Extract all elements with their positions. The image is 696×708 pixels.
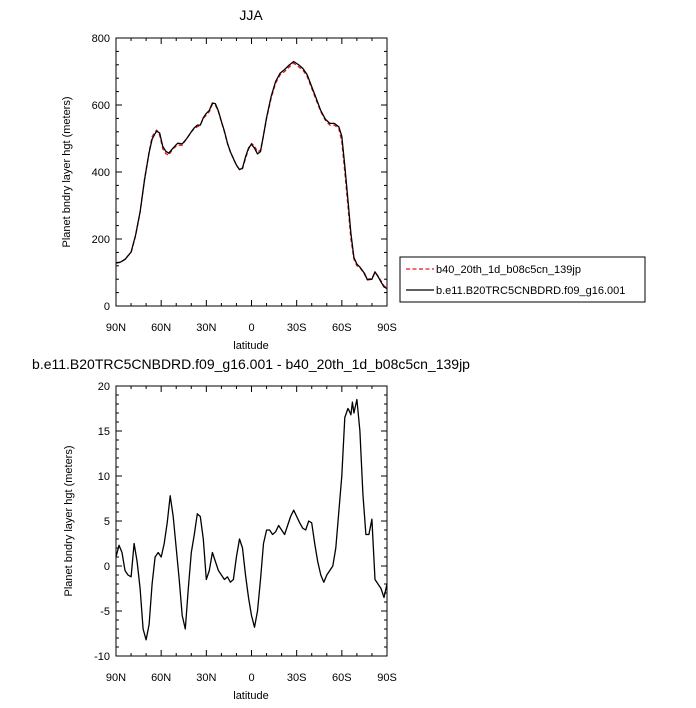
bottom-y-tick-label: 5 — [104, 516, 110, 528]
bottom-x-tick-label: 30S — [287, 672, 307, 684]
bottom-y-axis-label: Planet bndry layer hgt (meters) — [63, 445, 75, 596]
top-x-tick-label: 30S — [287, 322, 307, 334]
top-plot-frame — [115, 37, 388, 307]
bottom-ticks-group: 90N 60N 30N 0 30S 60S 90S -10 -5 0 5 10 15 20 — [94, 381, 397, 684]
top-y-axis-label: Planet bndry layer hgt (meters) — [61, 96, 73, 247]
bottom-x-tick-label: 60S — [332, 672, 352, 684]
bottom-x-tick-label: 30N — [196, 672, 216, 684]
top-ticks-group: 90N 60N 30N 0 30S 60S 90S 0 200 400 600 800 — [92, 33, 397, 334]
top-x-tick-label: 60N — [151, 322, 171, 334]
top-series-group — [115, 60, 388, 290]
bottom-y-tick-label: 15 — [98, 426, 110, 438]
top-y-tick-label: 200 — [92, 234, 110, 246]
top-x-tick-label: 60S — [332, 322, 352, 334]
bottom-x-tick-label: 0 — [248, 672, 254, 684]
bottom-x-tick-label: 90N — [106, 672, 126, 684]
bottom-y-tick-label: 0 — [104, 561, 110, 573]
top-x-tick-label: 30N — [196, 322, 216, 334]
top-y-tick-label: 0 — [104, 301, 110, 313]
top-x-tick-label: 90S — [377, 322, 397, 334]
bottom-chart-title: b.e11.B20TRC5CNBDRD.f09_g16.001 - b40_20… — [32, 356, 470, 372]
top-series-line-1 — [115, 62, 388, 289]
legend-label-series-2: b.e11.B20TRC5CNBDRD.f09_g16.001 — [436, 285, 625, 297]
top-x-axis-label: latitude — [233, 340, 268, 352]
top-x-tick-label: 90N — [106, 322, 126, 334]
top-chart-title: JJA — [239, 7, 263, 23]
bottom-series-group — [115, 398, 388, 641]
bottom-y-tick-label: -10 — [94, 651, 110, 663]
bottom-y-tick-label: 10 — [98, 471, 110, 483]
bottom-panel: b.e11.B20TRC5CNBDRD.f09_g16.001 - b40_20… — [32, 356, 470, 702]
legend: b40_20th_1d_b08c5cn_139jp b.e11.B20TRC5C… — [399, 256, 646, 303]
bottom-series-line-1 — [115, 398, 388, 641]
bottom-y-tick-label: -5 — [100, 606, 110, 618]
top-y-tick-label: 800 — [92, 33, 110, 45]
legend-label-series-1: b40_20th_1d_b08c5cn_139jp — [436, 264, 581, 276]
top-series-line-2 — [115, 60, 388, 290]
top-y-tick-label: 600 — [92, 100, 110, 112]
bottom-x-tick-label: 90S — [377, 672, 397, 684]
top-panel: JJA 90N 60N 30N 0 30S 60S 90S 0 200 400 600 800 lat… — [61, 7, 397, 352]
bottom-y-tick-label: 20 — [98, 381, 110, 393]
bottom-x-axis-label: latitude — [233, 690, 268, 702]
legend-box — [399, 256, 646, 303]
top-x-tick-label: 0 — [248, 322, 254, 334]
top-y-tick-label: 400 — [92, 167, 110, 179]
bottom-x-tick-label: 60N — [151, 672, 171, 684]
